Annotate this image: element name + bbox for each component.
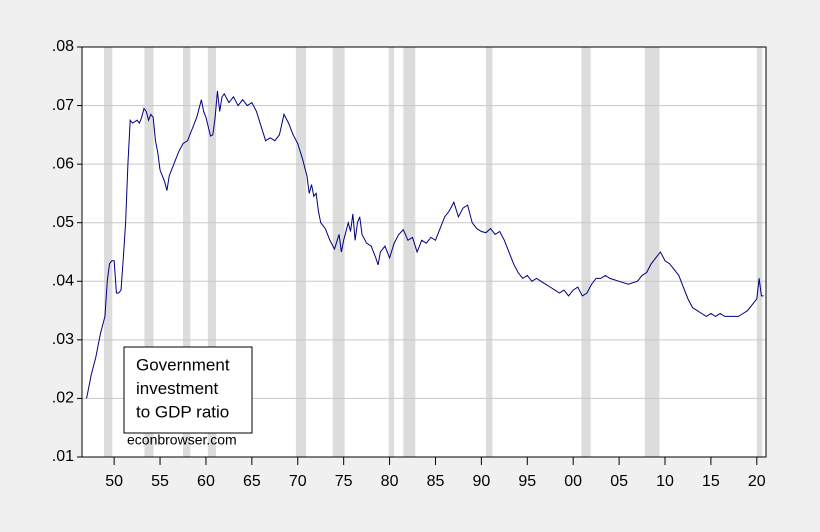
x-tick-label: 65	[243, 473, 261, 490]
x-tick-label: 70	[289, 473, 307, 490]
recession-band	[403, 47, 416, 457]
plot-frame	[81, 46, 767, 458]
annotation-text: Government	[136, 355, 230, 374]
x-tick-label: 80	[381, 473, 399, 490]
x-tick-label: 20	[748, 473, 766, 490]
x-tick-label: 05	[610, 473, 628, 490]
x-tick-label: 90	[472, 473, 490, 490]
x-tick-label: 95	[518, 473, 536, 490]
y-tick-label: .07	[52, 97, 74, 114]
annotation-text: investment	[136, 379, 218, 398]
recession-band	[332, 47, 345, 457]
recession-band	[485, 47, 493, 457]
y-tick-label: .05	[52, 214, 74, 231]
recession-band	[756, 47, 763, 457]
recession-band	[144, 47, 154, 457]
y-tick-label: .06	[52, 155, 74, 172]
x-tick-label: 60	[197, 473, 215, 490]
recession-band	[182, 47, 191, 457]
annotation-text: to GDP ratio	[136, 402, 229, 421]
x-tick-label: 15	[702, 473, 720, 490]
x-tick-label: 00	[564, 473, 582, 490]
recession-band	[295, 47, 307, 457]
recession-band	[104, 47, 113, 457]
source-text: econbrowser.com	[127, 432, 237, 448]
y-tick-label: .01	[52, 448, 74, 465]
x-tick-label: 85	[427, 473, 445, 490]
data-line	[86, 90, 764, 399]
recession-band	[207, 47, 217, 457]
y-tick-label: .04	[52, 273, 74, 290]
y-tick-label: .03	[52, 331, 74, 348]
y-tick-label: .08	[52, 38, 74, 55]
annotation-box	[123, 346, 253, 434]
x-tick-label: 75	[335, 473, 353, 490]
x-tick-label: 50	[105, 473, 123, 490]
y-tick-label: .02	[52, 390, 74, 407]
recession-band	[644, 47, 660, 457]
recession-band	[581, 47, 591, 457]
x-tick-label: 10	[656, 473, 674, 490]
x-tick-label: 55	[151, 473, 169, 490]
